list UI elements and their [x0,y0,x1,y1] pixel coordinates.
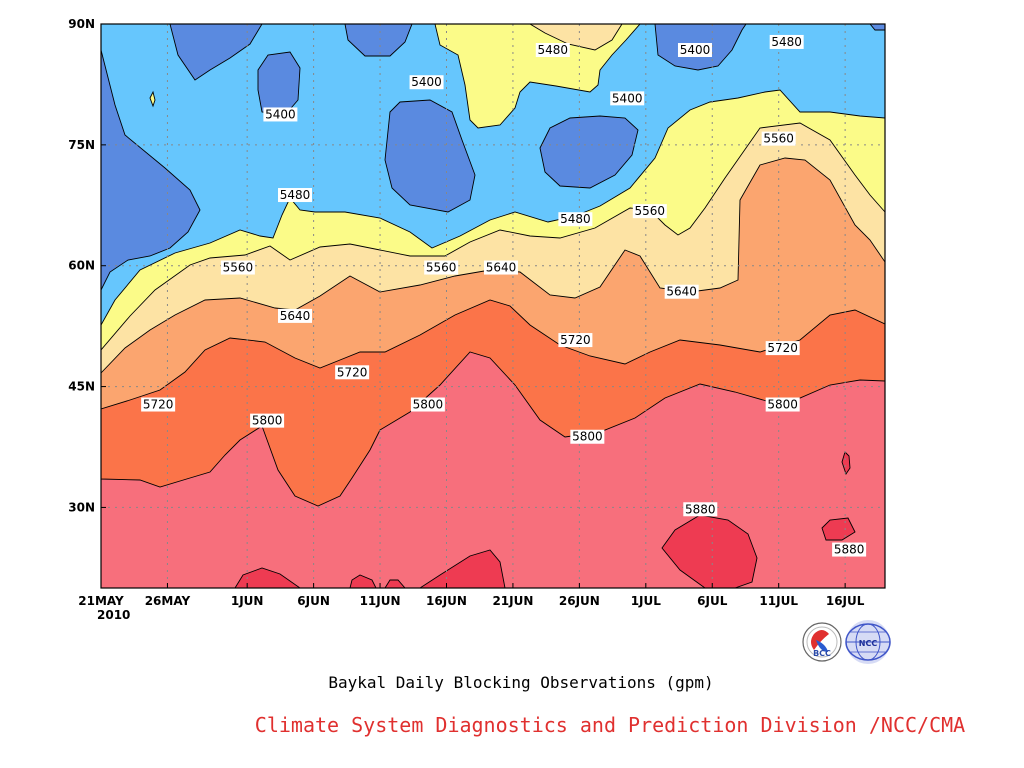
island-red-bottom-1 [234,567,301,588]
contour-label: 5560 [632,204,667,219]
contour-label: 5560 [424,260,459,275]
x-tick-label: 1JUL [631,594,662,608]
contour-label: 5560 [220,260,255,275]
x-tick-label: 11JUN [360,594,401,608]
contour-label: 5880 [683,502,718,516]
contour-label: 5480 [278,188,313,203]
y-tick-label: 45N [68,380,95,394]
contour-label: 5800 [570,429,605,444]
plot-frame [100,23,886,589]
contour-label: 5800 [410,397,445,412]
contour-label-text: 5400 [680,43,711,57]
contour-label-text: 5400 [265,107,296,121]
bcc-logo-icon [802,622,842,662]
contour-label: 5560 [761,131,796,146]
contour-labels: 5400 5400 5480 5400 5480 5400 5560 5480 5480 5560… [141,34,867,557]
x-axis-ticks: 21MAY 26MAY 1JUN 6JUN 11JUN 16JUN 21JUN 26JUN 1J… [78,583,865,608]
contour-label: 5400 [610,91,645,106]
y-tick-label: 90N [68,17,95,31]
contour-label-text: 5800 [572,430,603,444]
island-blue-11jun [384,99,476,213]
island-yellow-top [434,24,641,129]
contour-label: 5720 [335,365,370,380]
island-blue-left [101,49,201,291]
x-tick-label: 16JUN [426,594,467,608]
contour-label: 5480 [769,34,804,49]
contour-label-text: 5640 [280,309,311,323]
contour-label-text: 5560 [223,261,254,275]
contour-label: 5800 [250,413,285,428]
contour-label: 5640 [278,308,313,323]
x-tick-label: 16JUL [826,594,865,608]
contour-label-text: 5720 [337,365,368,379]
contour-label-text: 5800 [252,414,283,428]
x-tick-label: 6JUN [297,594,330,608]
contour-label-text: 5640 [666,285,697,299]
y-axis-ticks: 30N 45N 60N 75N 90N [68,17,106,514]
x-tick-label: 26MAY [145,594,191,608]
ncc-logo: NCC [845,620,891,664]
y-tick-label: 75N [68,138,95,152]
contour-label-text: 5560 [763,132,794,146]
island-red-bottom-2 [349,574,377,588]
contour-label-text: 5400 [612,91,643,105]
island-blue-1jun [257,51,301,116]
contour-label-text: 5480 [538,43,569,57]
contour-label-text: 5560 [635,204,666,218]
grid-lines [100,24,885,588]
contour-label-text: 5880 [834,543,865,557]
contour-label: 5720 [141,397,176,412]
island-orange-top [529,24,623,51]
island-blue-right [869,24,885,31]
contour-label: 5800 [765,397,800,412]
contour-label: 5880 [832,542,867,557]
contour-islands [101,24,885,588]
island-red-16jun [419,549,506,588]
x-axis-year-label: 2010 [97,608,130,622]
island-red-6jul [661,514,758,588]
x-tick-label: 21JUN [492,594,533,608]
island-blue-26jun [539,115,639,189]
contour-label-text: 5560 [426,261,457,275]
contour-label: 5400 [677,43,712,58]
island-blue-topleft [169,24,263,81]
contour-label-text: 5720 [767,341,798,355]
contour-label: 5720 [558,333,593,348]
contour-label-text: 5480 [280,188,311,202]
island-yellow-dot [149,90,156,108]
contour-label: 5640 [664,284,699,299]
contour-label: 5400 [263,107,298,122]
contour-label: 5640 [483,260,518,275]
x-tick-label: 26JUN [559,594,600,608]
x-tick-label: 11JUL [759,594,798,608]
x-tick-label: 21MAY [78,594,124,608]
island-red-bottom-3 [384,579,406,588]
x-tick-label: 1JUN [231,594,264,608]
contour-label-text: 5640 [486,261,517,275]
chart-title: Baykal Daily Blocking Observations (gpm) [328,673,713,692]
contour-label-text: 5480 [560,212,591,226]
contour-label-text: 5800 [767,398,798,412]
contour-label: 5720 [765,341,800,356]
bcc-logo-text: BCC [813,649,831,658]
ncc-logo-text: NCC [859,639,878,648]
contour-label: 5480 [535,43,570,58]
contour-label-text: 5880 [685,502,716,516]
island-blue-top [344,24,413,57]
contour-label: 5400 [409,75,444,90]
y-tick-label: 30N [68,500,95,514]
bcc-logo: BCC [802,622,842,662]
contour-label: 5480 [558,212,593,227]
contour-label-text: 5720 [560,333,591,347]
contour-label-text: 5480 [771,35,802,49]
contour-label-text: 5720 [143,398,174,412]
island-red-16jul-1 [821,517,856,541]
y-tick-label: 60N [68,259,95,273]
contour-label-text: 5400 [411,75,442,89]
x-tick-label: 6JUL [697,594,728,608]
credit-line: Climate System Diagnostics and Predictio… [255,713,965,737]
contour-label-text: 5800 [413,398,444,412]
